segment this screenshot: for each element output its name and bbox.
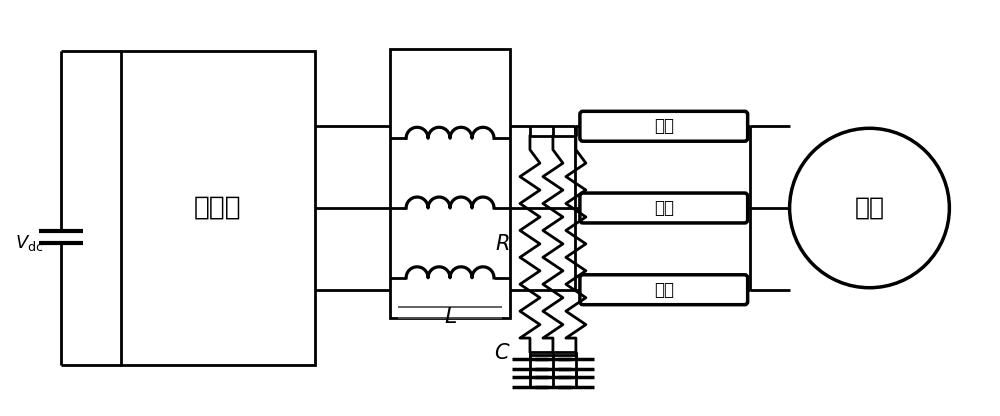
Bar (121, 50, 315, 366)
FancyBboxPatch shape (580, 193, 748, 223)
Text: $V_{\rm dc}$: $V_{\rm dc}$ (15, 233, 43, 253)
Text: 电缆: 电缆 (654, 281, 674, 299)
Text: 电缆: 电缆 (654, 117, 674, 135)
FancyBboxPatch shape (580, 111, 748, 141)
Text: 电缆: 电缆 (654, 199, 674, 217)
Text: $C$: $C$ (494, 342, 510, 362)
Bar (390, 49, 510, 318)
Text: 逆变器: 逆变器 (194, 195, 241, 221)
Text: $R$: $R$ (495, 234, 509, 254)
Circle shape (790, 128, 949, 288)
FancyBboxPatch shape (580, 275, 748, 305)
Text: $L$: $L$ (444, 306, 457, 327)
Text: 电机: 电机 (854, 196, 884, 220)
